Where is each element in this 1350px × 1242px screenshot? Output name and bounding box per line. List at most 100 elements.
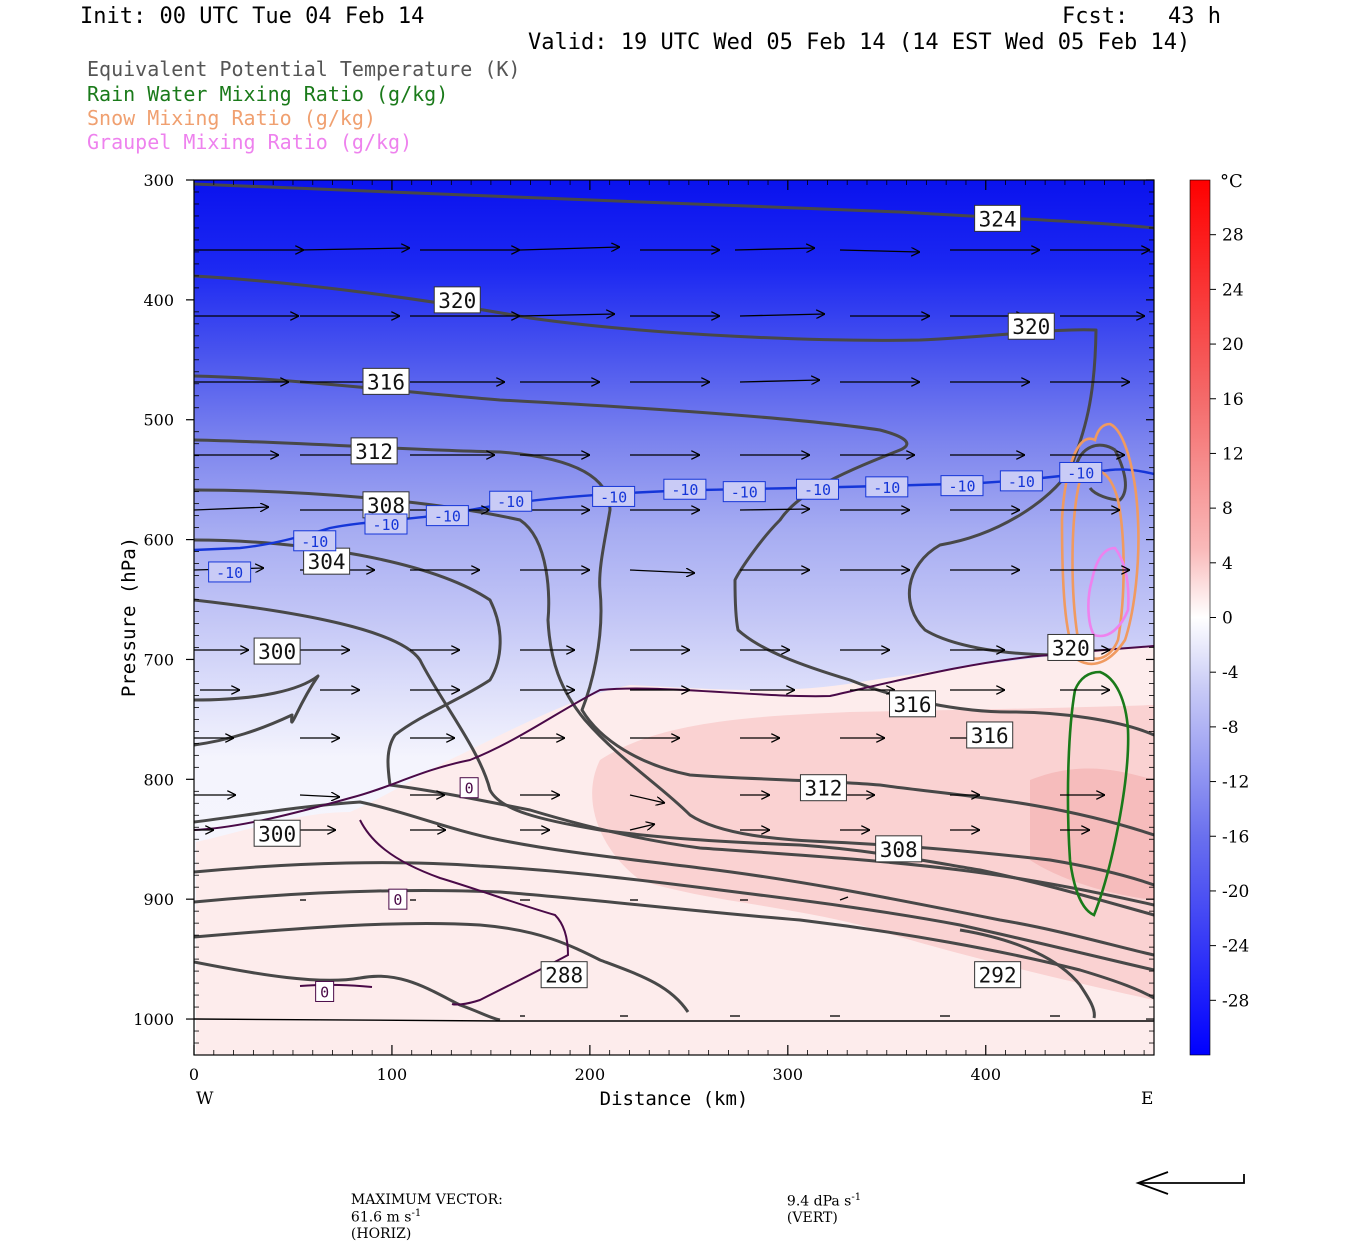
wind-vector xyxy=(519,247,620,250)
isotherm-label: -10 xyxy=(671,481,698,499)
theta-e-label-box xyxy=(875,835,923,863)
isotherm-label-box xyxy=(722,481,766,503)
theta-e-label-box xyxy=(433,286,481,314)
theta-e-label-box xyxy=(974,204,1022,232)
legend-rain-water: Rain Water Mixing Ratio (g/kg) xyxy=(87,82,449,106)
theta-e-contour-label: 308 xyxy=(880,838,918,862)
y-tick-label: 300 xyxy=(143,171,174,190)
isotherm-label: -10 xyxy=(434,508,461,526)
theta-e-contour-label: 324 xyxy=(979,207,1017,231)
max-vector-horiz: 61.6 m s xyxy=(350,1209,412,1226)
isotherm-label: -10 xyxy=(731,484,758,502)
theta-e-contour xyxy=(194,960,501,1022)
colorbar-tick-label: -24 xyxy=(1222,937,1249,957)
theta-e-contour-label: 300 xyxy=(258,822,296,846)
isotherm-label: -10 xyxy=(372,516,399,534)
theta-e-contour-label: 300 xyxy=(258,640,296,664)
isotherm-label-box xyxy=(489,490,533,512)
x-tick-label: 200 xyxy=(575,1065,606,1084)
y-tick-label: 700 xyxy=(143,650,174,669)
theta-e-contour-label: 320 xyxy=(1052,636,1090,660)
y-tick-label: 800 xyxy=(143,770,174,789)
x-tick-label: 100 xyxy=(377,1065,408,1084)
theta-e-contour-label: 316 xyxy=(367,370,405,394)
isotherm-label-box xyxy=(425,505,469,527)
y-axis-title: Pressure (hPa) xyxy=(118,537,140,697)
theta-e-contour xyxy=(959,928,1096,1019)
y-tick-label: 1000 xyxy=(133,1010,174,1029)
isotherm-label: -10 xyxy=(301,533,328,551)
wind-vector xyxy=(739,314,825,316)
y-tick-label: 500 xyxy=(143,411,174,430)
isotherm-label-box xyxy=(388,888,408,910)
colorbar-tick-label: -28 xyxy=(1222,991,1249,1011)
theta-e-label-box xyxy=(362,367,410,395)
wind-vector xyxy=(194,507,269,510)
wind-vector xyxy=(734,248,815,250)
max-vector-horiz-exp: -1 xyxy=(411,1208,422,1219)
max-vector-horiz-tag: (HORIZ) xyxy=(350,1225,412,1242)
theta-e-label-box xyxy=(889,690,937,718)
theta-e-contour xyxy=(194,674,320,747)
max-vector-vert-readout: 9.4 dPa s-1 (VERT) xyxy=(778,1176,861,1226)
theta-e-label-box xyxy=(974,961,1022,989)
theta-e-contour xyxy=(194,921,690,1013)
x-tick-label: 400 xyxy=(970,1065,1001,1084)
theta-e-contour-label: 312 xyxy=(355,440,393,464)
isotherm-label-box xyxy=(663,478,707,500)
colorbar-tick-label: 4 xyxy=(1222,554,1233,574)
freezing-contour xyxy=(299,983,373,988)
isotherm-label: -10 xyxy=(1067,464,1094,482)
theta-e-label-box xyxy=(1047,633,1095,661)
theta-e-label-box xyxy=(253,637,301,665)
isotherm-label-box xyxy=(592,485,636,507)
max-vector-vert: 9.4 dPa s xyxy=(786,1193,852,1210)
theta-e-contour-label: 320 xyxy=(438,289,476,313)
wind-vector xyxy=(629,794,665,803)
legend-theta-e: Equivalent Potential Temperature (K) xyxy=(87,57,521,81)
theta-e-contour-label: 316 xyxy=(894,693,932,717)
theta-e-label-box xyxy=(303,547,351,575)
colorbar-tick-label: 12 xyxy=(1222,444,1244,464)
colorbar-unit: °C xyxy=(1220,171,1243,192)
wind-vector xyxy=(629,570,695,573)
y-tick-label: 600 xyxy=(143,531,174,550)
isotherm-label-box xyxy=(293,530,337,552)
wind-vector xyxy=(739,380,820,382)
wind-vector xyxy=(739,509,810,510)
isotherm-label-box xyxy=(940,475,984,497)
theta-e-contour xyxy=(194,374,1154,737)
isotherm-label: -10 xyxy=(948,478,975,496)
x-axis-title: Distance (km) xyxy=(600,1088,749,1110)
max-vector-vert-tag: (VERT) xyxy=(786,1209,838,1226)
isotherm-label-box xyxy=(796,478,840,500)
colorbar-tick-label: 20 xyxy=(1222,335,1244,355)
y-tick-label: 900 xyxy=(143,890,174,909)
theta-e-label-box xyxy=(350,437,398,465)
isotherm-label-box xyxy=(208,561,252,583)
valid-time: Valid: 19 UTC Wed 05 Feb 14 (14 EST Wed … xyxy=(528,30,1191,55)
theta-e-label-box xyxy=(362,491,410,519)
colorbar-tick-label: 24 xyxy=(1222,280,1244,300)
init-time: Init: 00 UTC Tue 04 Feb 14 xyxy=(80,4,425,29)
theta-e-label-box xyxy=(540,961,588,989)
reference-vector xyxy=(1135,1171,1245,1195)
isotherm-label: 0 xyxy=(393,891,402,909)
wind-vector xyxy=(519,314,615,316)
theta-e-contour-label: 316 xyxy=(971,724,1009,748)
theta-e-contour xyxy=(194,888,1154,1000)
theta-e-contour-label: 312 xyxy=(804,777,842,801)
theta-e-label-box xyxy=(799,774,847,802)
isotherm-label: -10 xyxy=(497,493,524,511)
theta-e-contour-label: 304 xyxy=(308,550,346,574)
colorbar xyxy=(1189,179,1211,1056)
wind-vector xyxy=(629,824,655,831)
plot-frame xyxy=(193,179,1155,1056)
isotherm-label-box xyxy=(865,476,909,498)
colorbar-tick-label: 8 xyxy=(1222,499,1233,519)
isotherm-label-box xyxy=(1059,461,1103,483)
freezing-contour xyxy=(194,645,1154,831)
legend-graupel: Graupel Mixing Ratio (g/kg) xyxy=(87,130,413,154)
theta-e-contour-label: 320 xyxy=(1012,315,1050,339)
